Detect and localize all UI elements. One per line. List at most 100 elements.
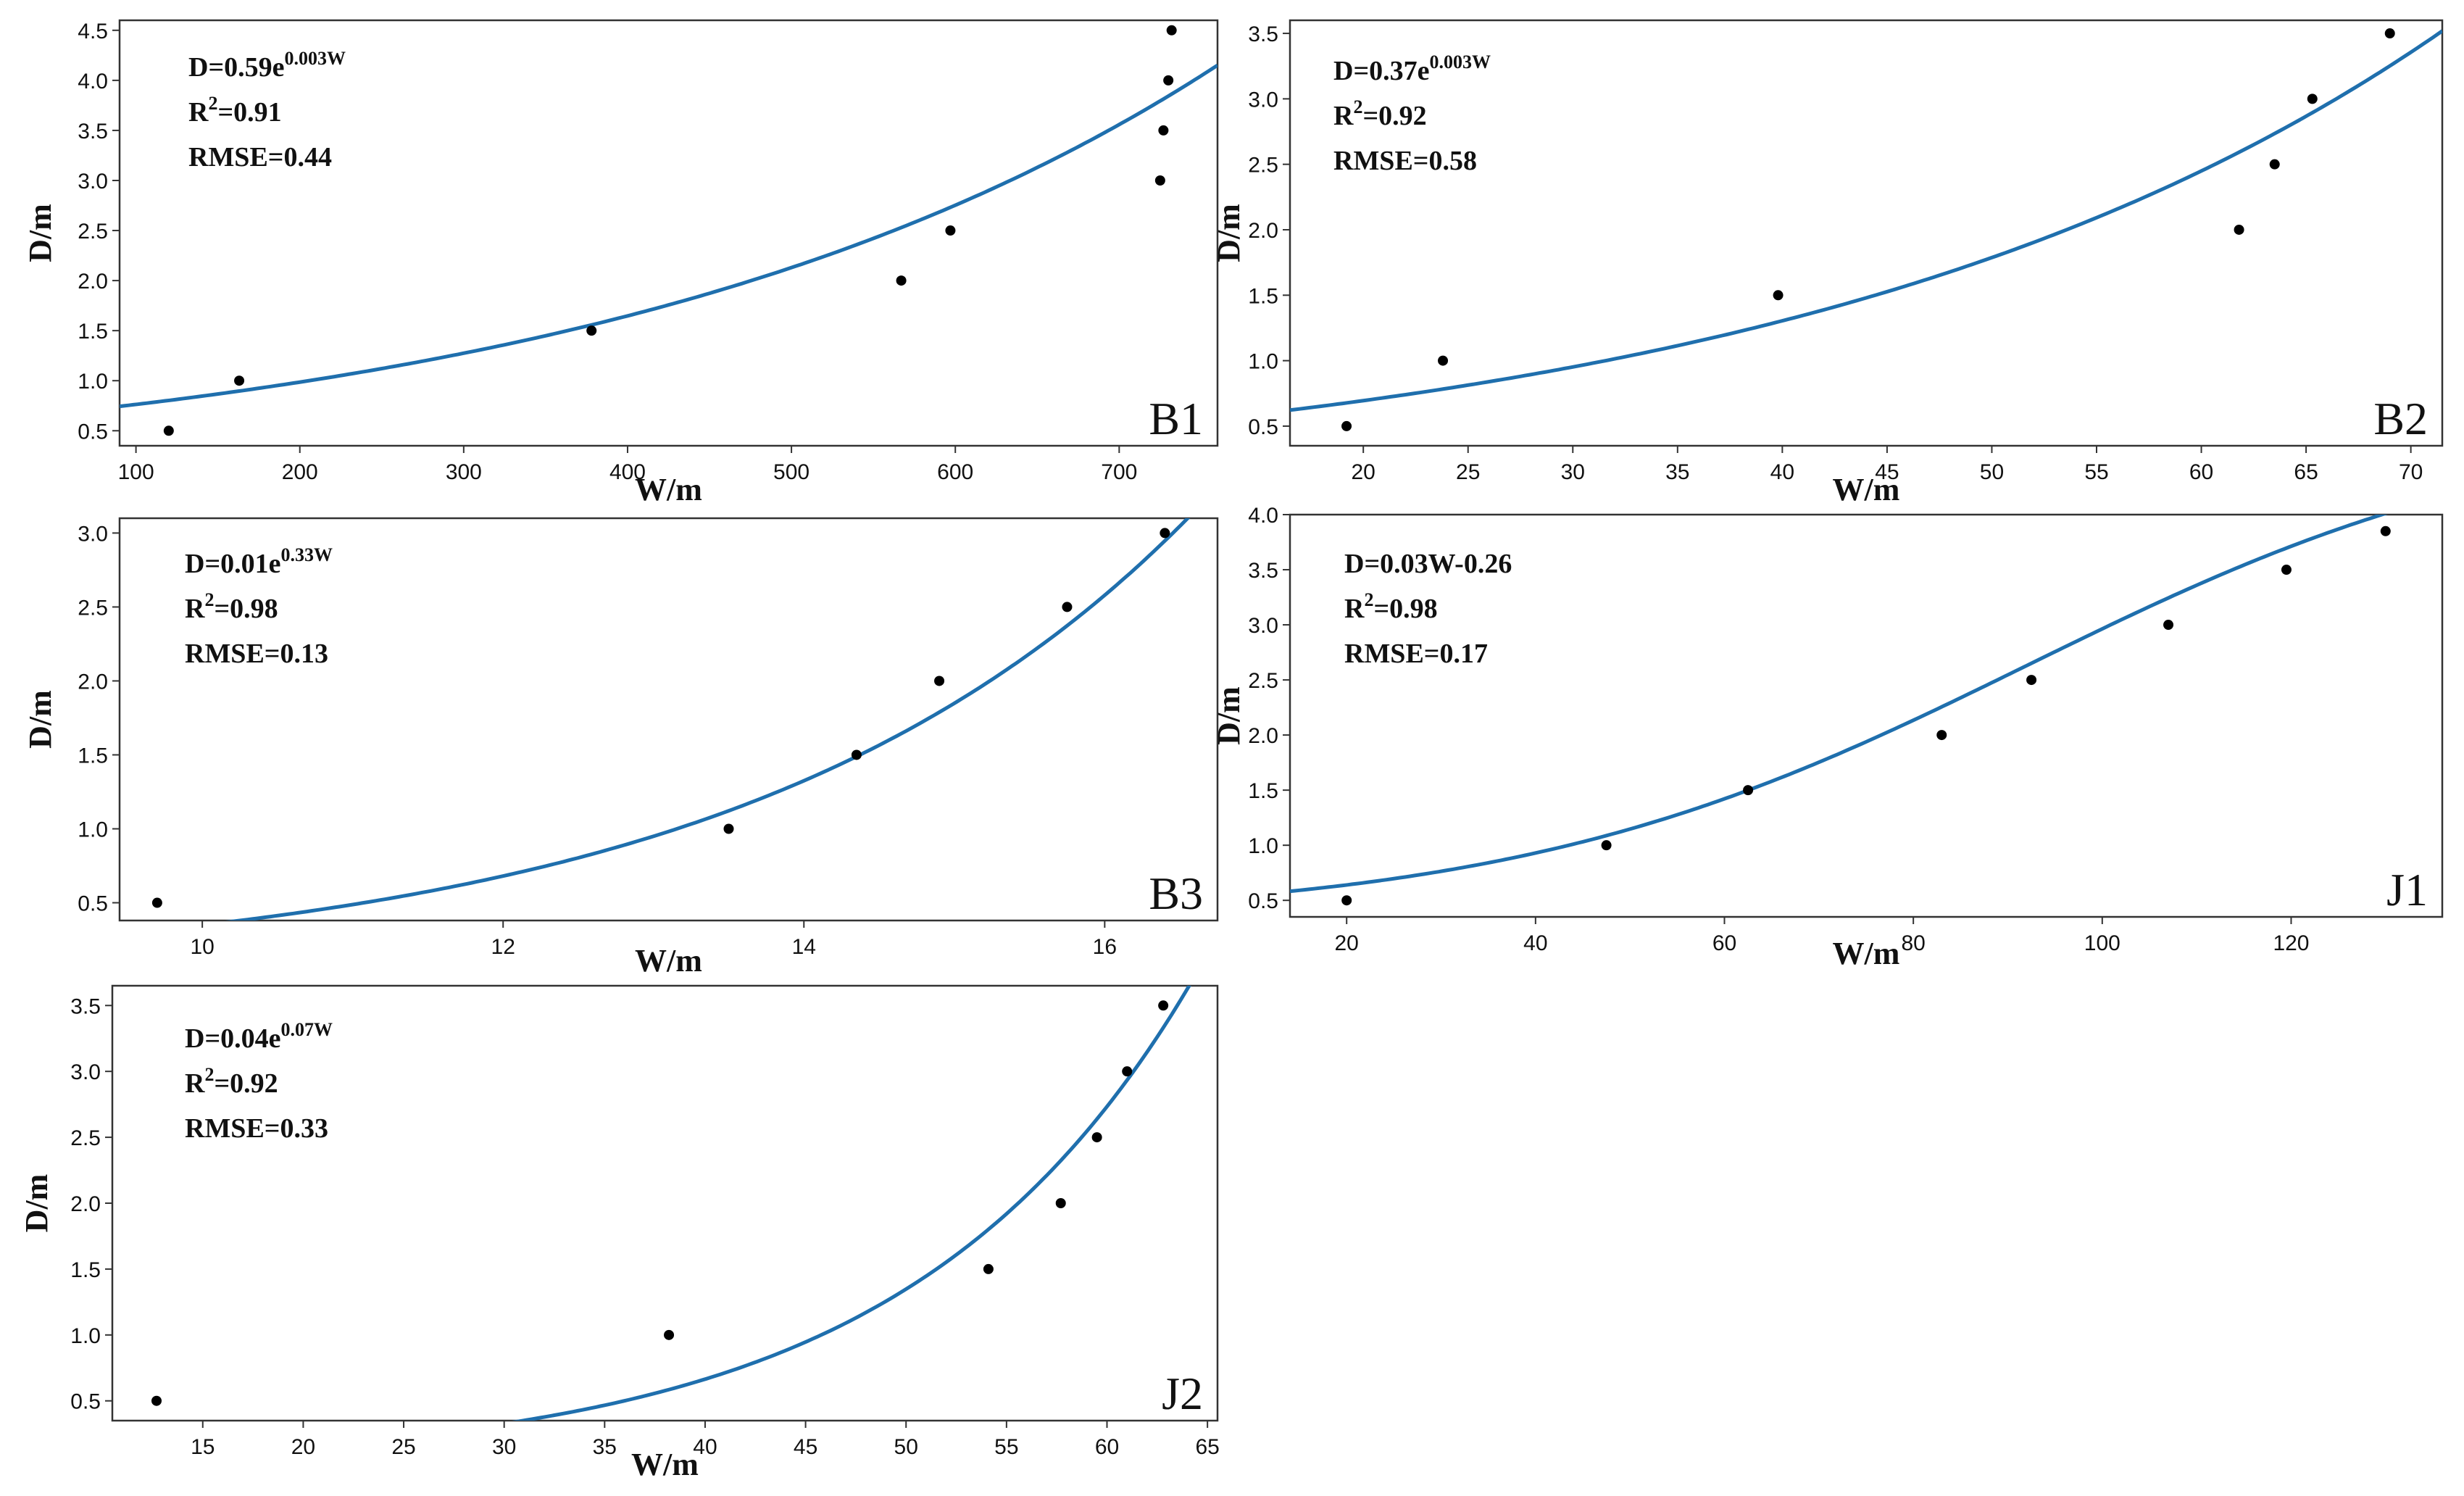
data-point xyxy=(1166,25,1177,36)
panel-label: J1 xyxy=(2386,864,2428,915)
panel-j2: 15 20 25 30 35 40 45 50 55 60 65 0.5 1.0 1.5 2.0 2.5 3.0… xyxy=(19,984,1220,1482)
data-point xyxy=(851,749,862,760)
data-point xyxy=(1601,840,1612,851)
panel-label: J2 xyxy=(1162,1368,1203,1419)
data-point xyxy=(234,375,245,386)
data-point xyxy=(2281,565,2292,575)
x-tick-label: 40 xyxy=(693,1435,717,1459)
r-squared: R2=0.98 xyxy=(1344,589,1438,624)
panel-j1: 20 40 60 80 100 120 0.5 1.0 1.5 2.0 2.5 3.0 3.5 4.0 W/… xyxy=(1211,504,2444,971)
x-tick-label: 500 xyxy=(773,460,809,484)
y-tick-label: 3.0 xyxy=(78,522,108,546)
y-tick-label: 3.5 xyxy=(1248,22,1278,46)
y-tick-label: 1.0 xyxy=(1248,350,1278,374)
y-tick-label: 4.0 xyxy=(78,70,108,94)
x-tick-label: 14 xyxy=(792,935,816,959)
fit-equation-base: D=0.01e xyxy=(185,549,280,579)
y-tick-label: 2.5 xyxy=(78,596,108,620)
x-tick-label: 45 xyxy=(1875,460,1899,484)
data-point xyxy=(151,1395,162,1406)
data-point xyxy=(163,425,174,436)
y-tick-label: 0.5 xyxy=(1248,889,1278,913)
plot-frame xyxy=(1289,19,2444,447)
x-tick-label: 55 xyxy=(994,1435,1018,1459)
x-tick-label: 15 xyxy=(191,1435,215,1459)
x-tick-label: 100 xyxy=(118,460,154,484)
panel-label: B2 xyxy=(2373,393,2428,444)
fit-curve xyxy=(225,518,1191,921)
y-axis-label: D/m xyxy=(1211,204,1246,262)
y-tick-label: 4.0 xyxy=(1248,504,1278,528)
data-point xyxy=(1062,602,1073,612)
data-point xyxy=(664,1329,675,1340)
y-tick-label: 2.0 xyxy=(78,270,108,294)
y-tick-label: 3.0 xyxy=(1248,88,1278,112)
y-tick-label: 2.0 xyxy=(70,1192,101,1216)
x-tick-label: 16 xyxy=(1093,935,1117,959)
r-squared: R2=0.92 xyxy=(1333,96,1427,131)
x-tick-label: 25 xyxy=(1456,460,1480,484)
data-point xyxy=(1438,355,1449,366)
data-point xyxy=(2269,159,2280,170)
y-tick-label: 2.0 xyxy=(1248,219,1278,243)
y-axis-label: D/m xyxy=(1211,686,1246,745)
data-point xyxy=(1158,1000,1169,1011)
y-tick-label: 2.5 xyxy=(78,220,108,244)
x-tick-label: 100 xyxy=(2084,931,2120,955)
r-squared: R2=0.92 xyxy=(185,1064,278,1099)
x-tick-label: 400 xyxy=(609,460,646,484)
data-point xyxy=(934,676,945,686)
x-tick-label: 50 xyxy=(894,1435,918,1459)
x-tick-label: 35 xyxy=(1665,460,1689,484)
y-tick-label: 3.0 xyxy=(78,170,108,194)
x-tick-label: 60 xyxy=(1712,931,1736,955)
panel-b1: 100 200 300 400 500 600 700 0.5 1.0 1.5 2.0 2.5 3.0 3… xyxy=(22,19,1219,507)
y-tick-label: 2.0 xyxy=(1248,724,1278,748)
data-point xyxy=(723,823,734,834)
plot-frame xyxy=(118,517,1219,922)
data-point xyxy=(2380,525,2391,536)
data-point xyxy=(1773,290,1784,301)
y-axis-label: D/m xyxy=(22,204,58,262)
y-tick-label: 1.5 xyxy=(1248,284,1278,308)
plot-frame xyxy=(118,19,1219,447)
y-tick-label: 3.5 xyxy=(78,120,108,144)
data-point xyxy=(2307,94,2318,104)
r-squared: R2=0.91 xyxy=(188,93,282,128)
x-axis-label: W/m xyxy=(635,472,702,507)
x-tick-label: 120 xyxy=(2273,931,2309,955)
x-tick-label: 30 xyxy=(492,1435,516,1459)
fit-equation-base: D=0.03W-0.26 xyxy=(1344,549,1512,579)
data-point xyxy=(1122,1066,1133,1077)
y-tick-label: 3.5 xyxy=(70,994,101,1018)
x-tick-label: 25 xyxy=(391,1435,415,1459)
y-tick-label: 0.5 xyxy=(1248,415,1278,439)
y-tick-label: 3.0 xyxy=(70,1060,101,1084)
y-tick-label: 1.0 xyxy=(78,370,108,394)
fit-equation-exponent: 0.003W xyxy=(1429,51,1491,72)
y-tick-label: 1.5 xyxy=(1248,779,1278,803)
x-tick-label: 20 xyxy=(1335,931,1359,955)
rmse: RMSE=0.13 xyxy=(185,639,328,669)
plot-frame xyxy=(1289,513,2444,918)
data-point xyxy=(1936,730,1947,741)
fit-equation: D=0.37e0.003W xyxy=(1333,51,1491,86)
fit-curve xyxy=(511,986,1191,1421)
x-tick-label: 12 xyxy=(491,935,515,959)
fit-equation-base: D=0.04e xyxy=(185,1023,280,1054)
x-axis-label: W/m xyxy=(631,1447,699,1482)
rmse: RMSE=0.58 xyxy=(1333,146,1477,176)
x-tick-label: 80 xyxy=(1901,931,1925,955)
data-point xyxy=(1341,420,1352,431)
fit-equation: D=0.03W-0.26 xyxy=(1344,549,1512,579)
x-tick-label: 35 xyxy=(593,1435,617,1459)
x-tick-label: 50 xyxy=(1980,460,2004,484)
data-point xyxy=(586,325,597,336)
data-point xyxy=(2163,620,2174,631)
y-tick-label: 1.5 xyxy=(78,744,108,768)
y-tick-label: 4.5 xyxy=(78,20,108,43)
x-axis-label: W/m xyxy=(635,943,702,978)
rmse: RMSE=0.33 xyxy=(185,1113,328,1144)
x-tick-label: 65 xyxy=(2294,460,2318,484)
